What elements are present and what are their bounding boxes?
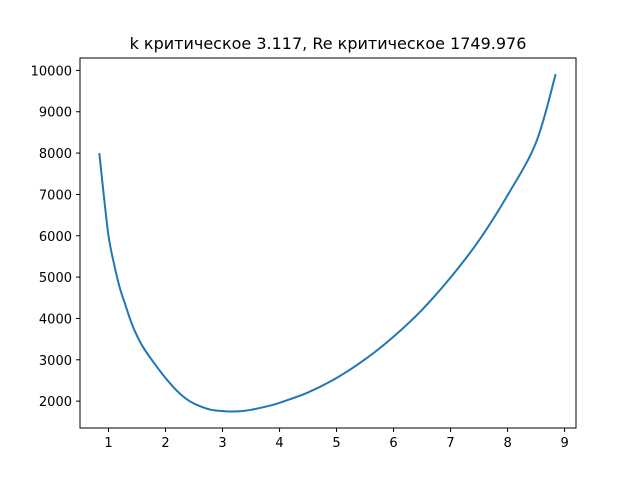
y-tick-label: 6000	[39, 230, 72, 245]
x-tick-label: 5	[332, 436, 340, 451]
x-tick-label: 2	[161, 436, 169, 451]
y-tick-label: 4000	[39, 312, 72, 327]
y-tick-label: 2000	[39, 395, 72, 410]
x-tick-label: 1	[104, 436, 112, 451]
x-tick-label: 8	[503, 436, 511, 451]
x-tick-label: 7	[446, 436, 454, 451]
x-tick-label: 4	[275, 436, 283, 451]
y-tick-label: 7000	[39, 188, 72, 203]
plot-area	[98, 73, 557, 413]
axis-ticks: 1 2 3 4 5 6 7 8 9 2000 3000 4000 5000 6000 7000 8000 900…	[31, 64, 569, 451]
y-tick-label: 5000	[39, 271, 72, 286]
x-tick-label: 9	[560, 436, 568, 451]
axes-frame	[79, 57, 577, 429]
y-tick-label: 10000	[31, 64, 72, 79]
chart-title: k критическое 3.117, Re критическое 1749…	[130, 34, 527, 53]
y-tick-label: 9000	[39, 106, 72, 121]
x-tick-label: 3	[218, 436, 226, 451]
y-tick-label: 8000	[39, 147, 72, 162]
series-line	[98, 73, 557, 413]
y-tick-label: 3000	[39, 354, 72, 369]
x-tick-label: 6	[389, 436, 397, 451]
